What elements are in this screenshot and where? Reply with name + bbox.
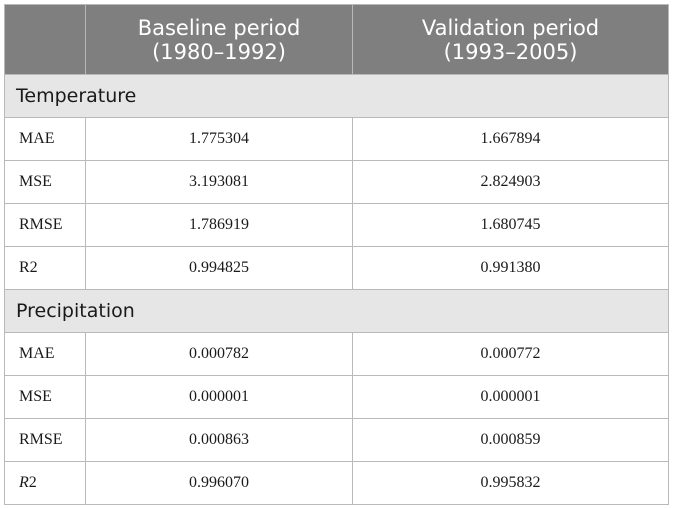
- validation-value: 0.995832: [352, 461, 669, 505]
- validation-value: 0.000859: [352, 418, 669, 462]
- baseline-value: 0.994825: [85, 246, 353, 290]
- validation-value: 2.824903: [352, 160, 669, 204]
- baseline-value: 3.193081: [85, 160, 353, 204]
- metric-label: R2: [4, 461, 86, 505]
- header-row: Baseline period (1980–1992) Validation p…: [4, 4, 669, 75]
- header-validation-years: (1993–2005): [443, 39, 578, 64]
- table-row: MSE 0.000001 0.000001: [4, 375, 669, 419]
- section-row-temperature: Temperature: [4, 74, 669, 118]
- baseline-value: 1.786919: [85, 203, 353, 247]
- metric-label: R2: [4, 246, 86, 290]
- table-row: RMSE 0.000863 0.000859: [4, 418, 669, 462]
- validation-value: 0.000772: [352, 332, 669, 376]
- validation-value: 1.680745: [352, 203, 669, 247]
- metric-label: MAE: [4, 117, 86, 161]
- metric-label: MAE: [4, 332, 86, 376]
- table-row: R2 0.994825 0.991380: [4, 246, 669, 290]
- table-row: RMSE 1.786919 1.680745: [4, 203, 669, 247]
- table-row: MSE 3.193081 2.824903: [4, 160, 669, 204]
- metric-label: RMSE: [4, 203, 86, 247]
- table-row: MAE 0.000782 0.000772: [4, 332, 669, 376]
- header-empty-cell: [4, 4, 86, 75]
- validation-value: 0.000001: [352, 375, 669, 419]
- baseline-value: 0.000863: [85, 418, 353, 462]
- header-baseline-period: Baseline period (1980–1992): [85, 4, 353, 75]
- metric-label-italic-r: R: [19, 474, 29, 491]
- baseline-value: 0.000782: [85, 332, 353, 376]
- metric-label: RMSE: [4, 418, 86, 462]
- metric-label: MSE: [4, 375, 86, 419]
- section-title: Temperature: [4, 74, 669, 118]
- validation-value: 1.667894: [352, 117, 669, 161]
- baseline-value: 0.000001: [85, 375, 353, 419]
- baseline-value: 0.996070: [85, 461, 353, 505]
- header-baseline-years: (1980–1992): [152, 39, 286, 64]
- metric-label: MSE: [4, 160, 86, 204]
- section-title: Precipitation: [4, 289, 669, 333]
- validation-value: 0.991380: [352, 246, 669, 290]
- metrics-table: Baseline period (1980–1992) Validation p…: [4, 4, 669, 505]
- header-validation-title: Validation period: [421, 15, 600, 40]
- table-row: MAE 1.775304 1.667894: [4, 117, 669, 161]
- header-baseline-title: Baseline period: [137, 15, 301, 40]
- section-row-precipitation: Precipitation: [4, 289, 669, 333]
- baseline-value: 1.775304: [85, 117, 353, 161]
- header-validation-period: Validation period (1993–2005): [352, 4, 669, 75]
- metric-label-suffix: 2: [28, 474, 37, 491]
- table-row: R2 0.996070 0.995832: [4, 461, 669, 505]
